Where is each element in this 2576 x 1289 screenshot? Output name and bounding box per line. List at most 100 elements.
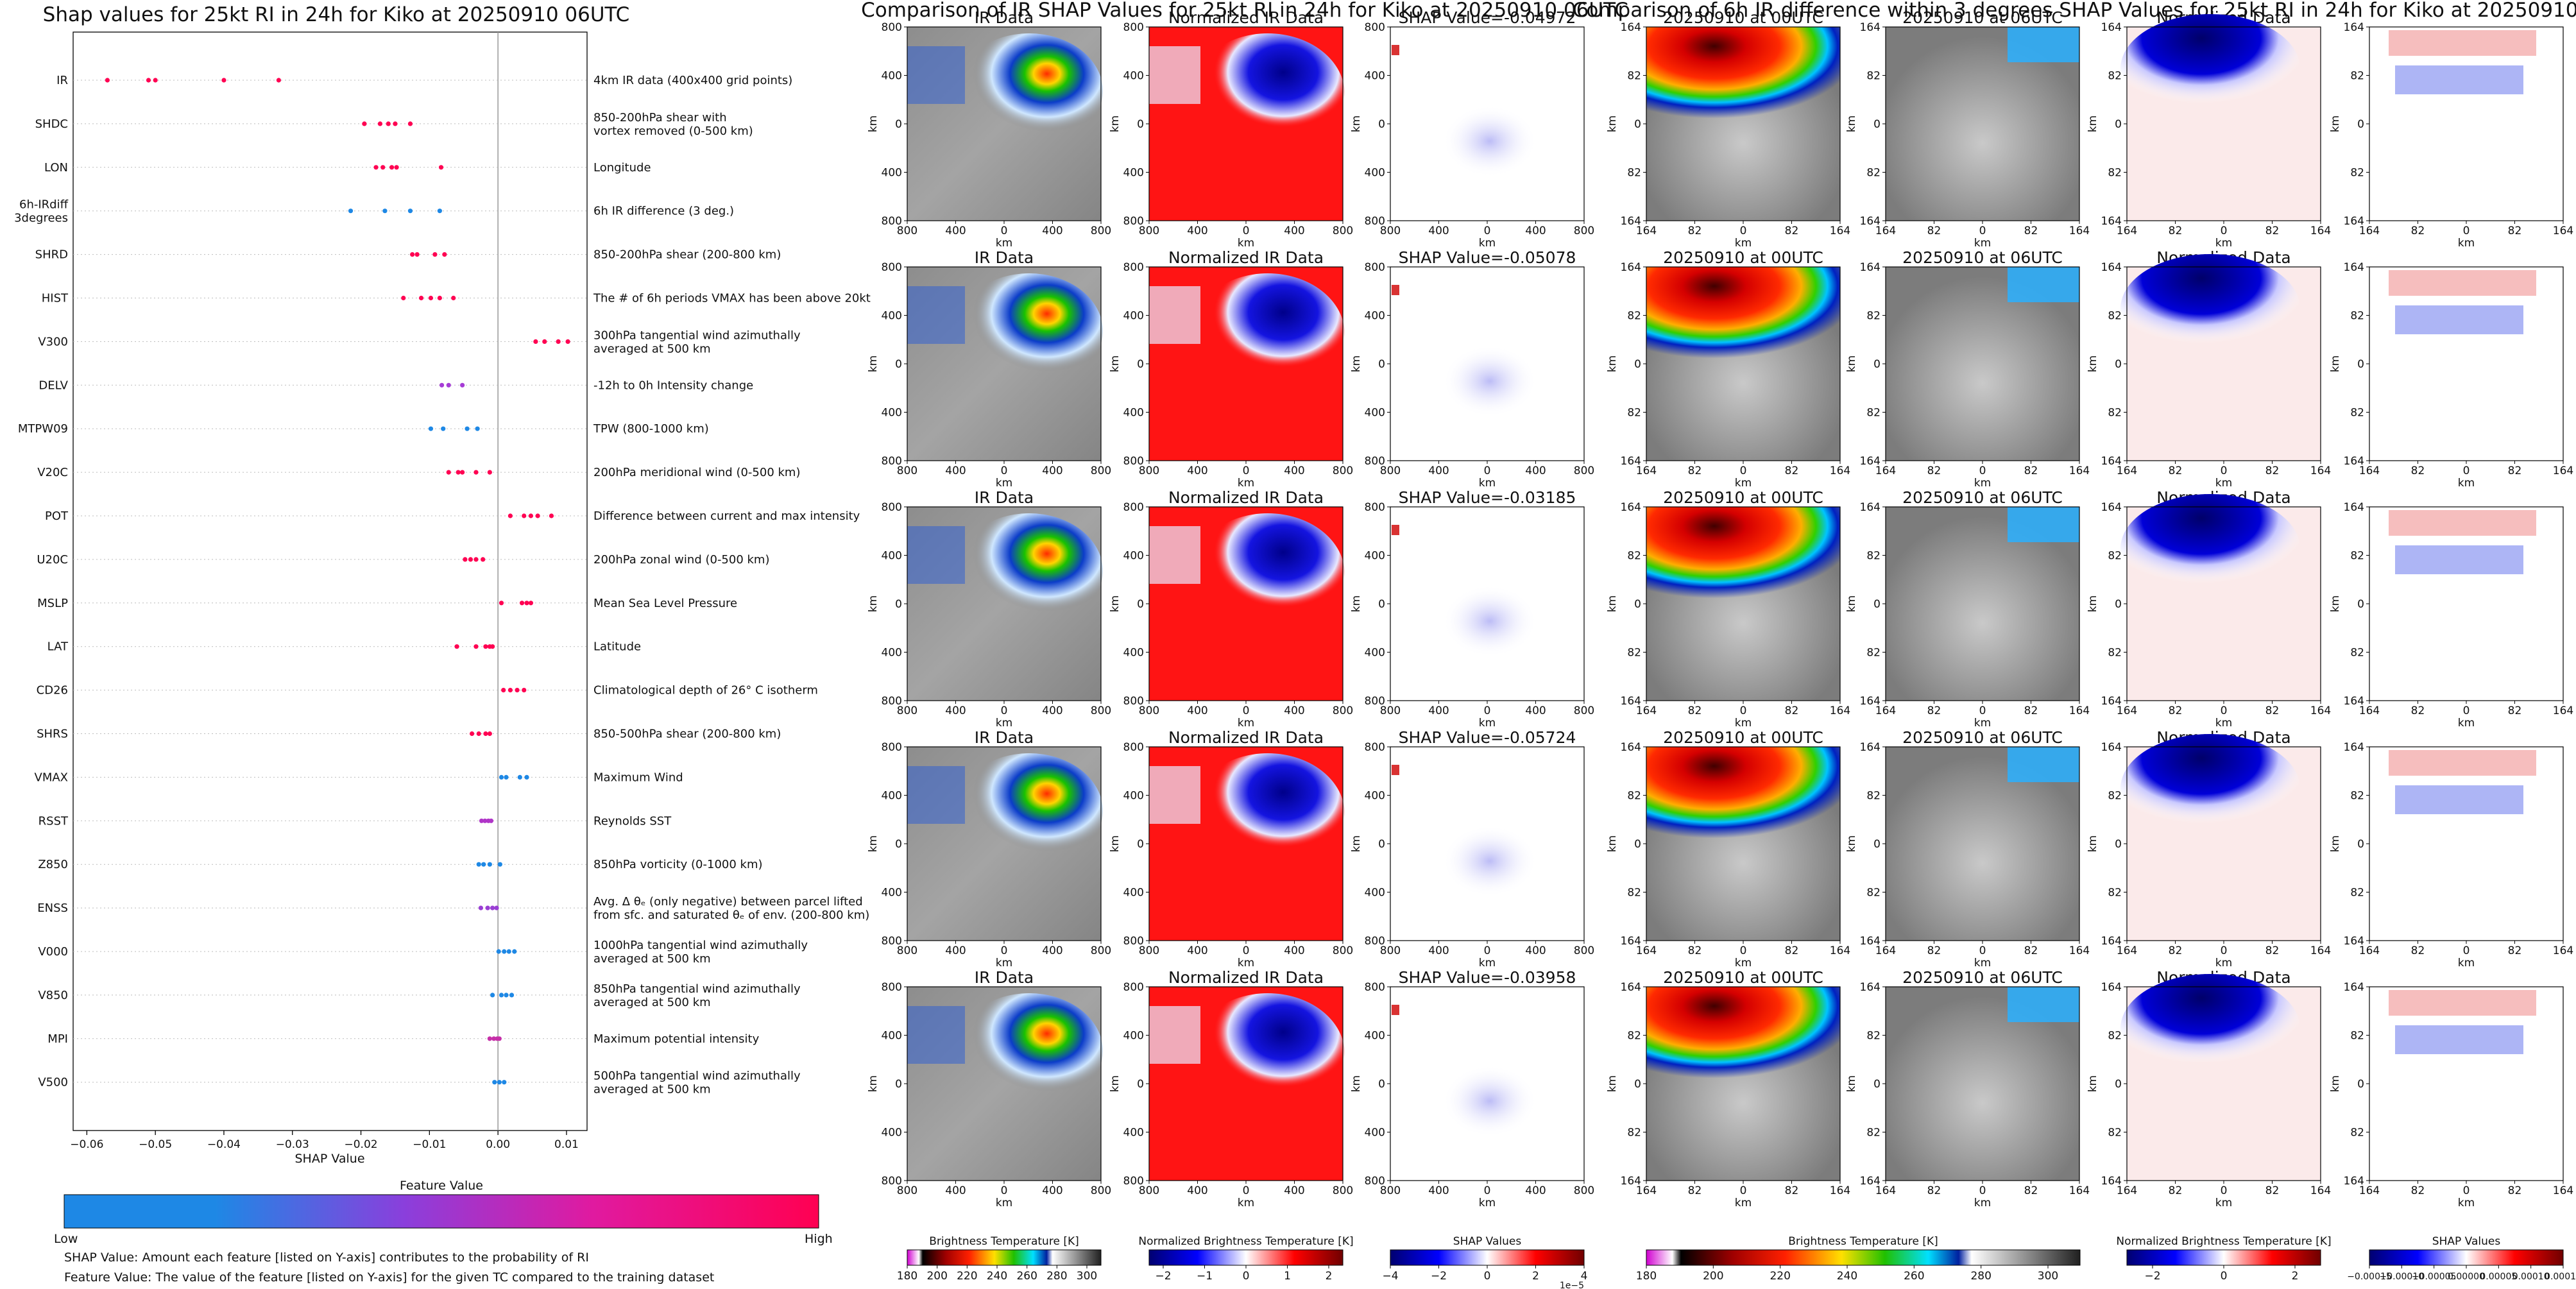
- ir-colorbars: Brightness Temperature [K]180 200 220 240 26…: [897, 1235, 1588, 1289]
- y-tick-label: 164: [2344, 21, 2364, 34]
- normalized-cluster: [2120, 254, 2300, 363]
- shap-point: [508, 688, 513, 693]
- y-tick-label: 82: [2350, 550, 2364, 563]
- x-tick-label: 164: [2553, 225, 2573, 237]
- cloud-cluster: [955, 993, 1103, 1109]
- x-tick-label: 164: [2359, 944, 2380, 957]
- feature-label: HIST: [42, 292, 69, 305]
- x-tick-label: 82: [1927, 1184, 1941, 1197]
- x-tick-label: 800: [1380, 465, 1401, 477]
- normalized-cluster: [2120, 734, 2300, 843]
- y-tick-label: 0: [1378, 118, 1385, 131]
- y-tick-label: 0: [1873, 118, 1881, 131]
- shap-point: [105, 78, 110, 83]
- x-tick-label: 164: [1830, 1184, 1850, 1197]
- colorbar-tick-label: 4: [1581, 1270, 1588, 1283]
- feature-description: Longitude: [593, 161, 651, 175]
- y-tick-label: 400: [882, 1127, 902, 1140]
- feature-description: 850-200hPa shear with vortex removed (0-5…: [593, 111, 753, 138]
- x-tick-label: 0: [1740, 465, 1747, 477]
- shap-point: [476, 862, 481, 867]
- panel-image: [2369, 507, 2563, 701]
- shap-point: [483, 644, 488, 649]
- y-axis-label: km: [1109, 355, 1122, 372]
- x-tick-label: 400: [1284, 225, 1304, 237]
- x-axis-label: km: [996, 957, 1012, 969]
- note-shap: SHAP Value: Amount each feature [listed …: [64, 1251, 589, 1265]
- x-tick-label: 164: [2069, 704, 2090, 717]
- x-tick-label: 800: [1139, 944, 1159, 957]
- normalized-cluster: [2120, 14, 2300, 123]
- x-axis-label: km: [996, 717, 1012, 730]
- x-tick-label: 400: [1042, 1184, 1062, 1197]
- y-tick-label: 82: [2350, 167, 2364, 180]
- x-tick-label: 0: [1001, 944, 1008, 957]
- y-tick-label: 0: [1634, 598, 1641, 611]
- x-tick-label: 400: [1428, 944, 1449, 957]
- y-tick-label: 0: [895, 1078, 902, 1091]
- colorbar-tick-label: 0.00005: [2480, 1272, 2517, 1282]
- shap-point: [524, 601, 529, 606]
- feature-label: IR: [56, 74, 68, 87]
- x-axis-label: km: [2458, 1197, 2475, 1209]
- y-tick-label: 0: [1634, 838, 1641, 851]
- shap-region: [1422, 805, 1557, 907]
- feature-description: Maximum potential intensity: [593, 1032, 760, 1046]
- feature-label: V300: [38, 335, 68, 348]
- y-tick-label: 400: [1365, 310, 1385, 323]
- y-tick-label: 82: [2108, 550, 2122, 563]
- y-tick-label: 0: [1378, 1078, 1385, 1091]
- shap-point: [348, 209, 354, 214]
- y-tick-label: 164: [2344, 1175, 2364, 1188]
- feature-label: V20C: [37, 466, 68, 479]
- x-tick-label: 400: [1042, 225, 1062, 237]
- x-axis-label: km: [996, 237, 1012, 250]
- shap-band-positive: [2389, 510, 2536, 536]
- x-tick-label: 164: [1636, 944, 1657, 957]
- colorbar-tick-label: −2: [2144, 1270, 2160, 1283]
- shap-point: [221, 78, 226, 83]
- y-tick-label: 82: [2108, 407, 2122, 420]
- shap-point: [146, 78, 151, 83]
- x-axis-label: km: [1238, 717, 1254, 730]
- y-tick-label: 82: [2108, 647, 2122, 660]
- shap-point: [465, 426, 470, 431]
- shap-hotspot: [1392, 1005, 1399, 1015]
- x-tick-label: 800: [1380, 225, 1401, 237]
- y-tick-label: 800: [882, 21, 902, 34]
- shap-band-positive: [2389, 30, 2536, 56]
- cold-cloud-top: [1646, 267, 1840, 363]
- x-tick-label: −0.05: [139, 1138, 172, 1151]
- y-tick-label: 0: [1137, 358, 1144, 371]
- x-axis-label: km: [1974, 717, 1991, 730]
- x-tick-label: 0: [1740, 944, 1747, 957]
- y-axis-label: km: [1845, 355, 1858, 372]
- y-tick-label: 400: [882, 70, 902, 83]
- feature-description: 850hPa vorticity (0-1000 km): [593, 858, 763, 871]
- y-tick-label: 82: [1866, 790, 1881, 803]
- y-tick-label: 82: [1627, 407, 1641, 420]
- x-tick-label: −0.04: [207, 1138, 241, 1151]
- panel-title: 20250910 at 06UTC: [1902, 968, 2063, 987]
- y-tick-label: 82: [1627, 310, 1641, 323]
- x-tick-label: 800: [1574, 944, 1594, 957]
- x-tick-label: 400: [1187, 944, 1207, 957]
- y-tick-label: 82: [1627, 1127, 1641, 1140]
- shap-point: [487, 862, 492, 867]
- y-tick-label: 82: [1627, 887, 1641, 900]
- y-axis-label: km: [1109, 595, 1122, 612]
- feature-description: 1000hPa tangential wind azimuthally avera…: [593, 939, 808, 966]
- y-tick-label: 164: [1860, 261, 1881, 274]
- feature-label: POT: [45, 509, 69, 523]
- shap-point: [497, 1080, 502, 1085]
- panel-title: SHAP Value=-0.05724: [1399, 728, 1576, 747]
- x-tick-label: 0: [2221, 225, 2228, 237]
- shap-band-negative: [2395, 785, 2523, 814]
- shap-point: [565, 339, 570, 345]
- x-tick-label: 164: [2069, 1184, 2090, 1197]
- colorbar-tick-label: 220: [957, 1270, 977, 1283]
- y-tick-label: 0: [1378, 838, 1385, 851]
- panel-title: SHAP Value=-0.03958: [1399, 968, 1576, 987]
- panel-title: IR Data: [975, 248, 1034, 267]
- x-axis-label: km: [1974, 957, 1991, 969]
